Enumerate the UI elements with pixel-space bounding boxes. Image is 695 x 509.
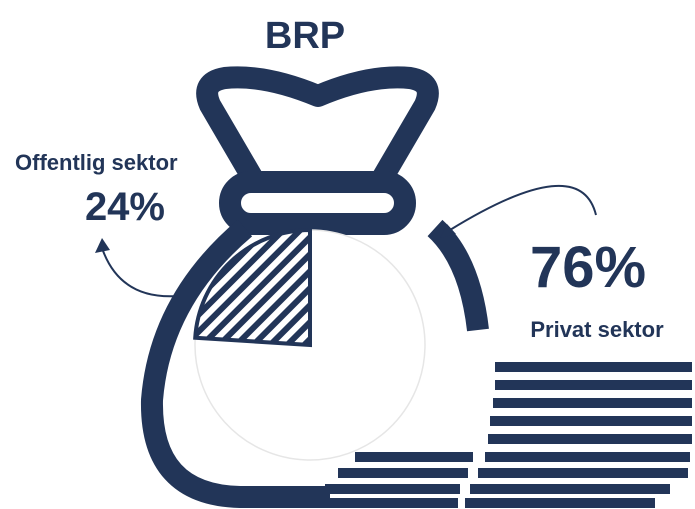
- coins: [318, 362, 692, 508]
- value-label: 76%: [530, 235, 646, 300]
- coin: [478, 468, 688, 478]
- chart-title: BRP: [265, 15, 345, 57]
- arrow-head: [95, 238, 110, 253]
- coin: [495, 380, 692, 390]
- coin: [490, 416, 692, 426]
- money-bag: [140, 66, 489, 508]
- arrow-right: [449, 184, 597, 231]
- coin: [488, 434, 692, 444]
- pie-slice: [193, 227, 312, 348]
- arrow-left: [101, 247, 179, 298]
- coin: [470, 484, 670, 494]
- pie: [193, 227, 426, 461]
- coin: [495, 362, 692, 372]
- coin: [318, 498, 458, 508]
- category-label: Offentlig sektor: [15, 150, 178, 175]
- bag-knot: [219, 171, 416, 235]
- pie-slice: [194, 229, 426, 461]
- coin: [338, 468, 468, 478]
- arrow-head: [440, 224, 456, 238]
- coin: [355, 452, 473, 462]
- coin: [493, 398, 692, 408]
- bag-neck: [196, 66, 439, 188]
- coin: [325, 484, 460, 494]
- coin: [485, 452, 690, 462]
- arrows: [101, 184, 597, 298]
- coin: [465, 498, 655, 508]
- value-label: 24%: [85, 185, 165, 229]
- category-label: Privat sektor: [530, 317, 664, 342]
